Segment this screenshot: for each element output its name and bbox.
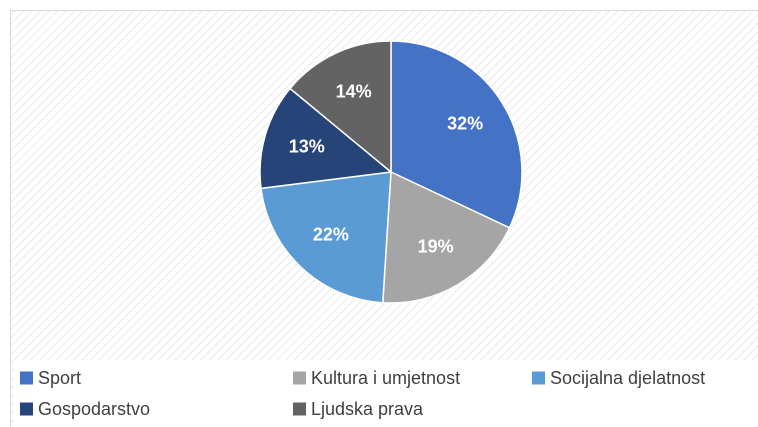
data-label: 32% [447,114,483,134]
pie-slice [390,40,523,229]
pie-slice [260,171,392,304]
pie-slice [381,170,511,304]
legend-swatch [293,371,306,385]
legend-swatch [532,371,545,385]
data-label: 22% [313,225,349,245]
legend-area [14,360,758,427]
legend-label: Socijalna djelatnost [550,368,705,388]
legend-label: Gospodarstvo [38,399,150,419]
legend-label: Sport [38,368,81,388]
legend-swatch [20,371,33,385]
data-label: 19% [418,236,454,256]
legend-label: Ljudska prava [311,399,424,419]
legend-swatch [293,402,306,416]
pie-slice [259,87,393,190]
legend-swatch [20,402,33,416]
legend-label: Kultura i umjetnost [311,368,460,388]
data-label: 13% [289,136,325,156]
data-label: 14% [336,81,372,101]
pie-slice [289,40,392,174]
